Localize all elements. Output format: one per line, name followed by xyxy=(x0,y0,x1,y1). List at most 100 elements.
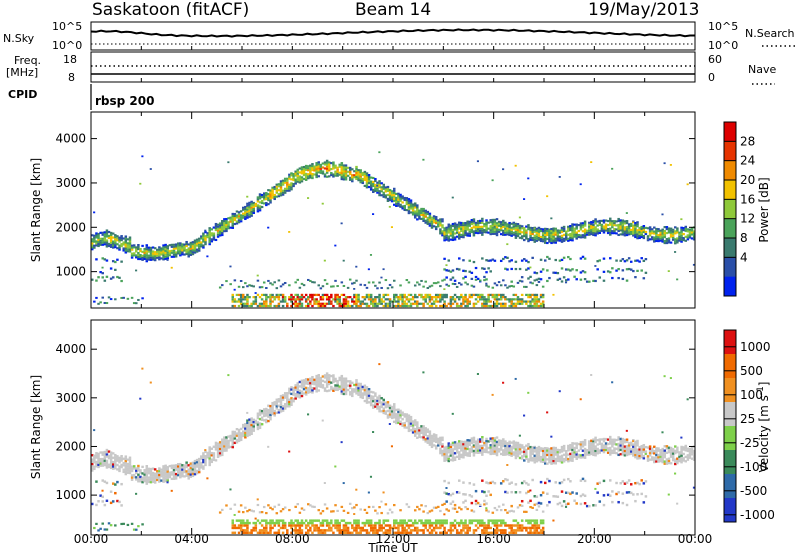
power-cell xyxy=(362,300,364,302)
velocity-cell xyxy=(357,522,359,524)
velocity-cell xyxy=(359,508,361,510)
power-cell xyxy=(676,279,678,281)
velocity-cell xyxy=(387,401,389,403)
velocity-cell xyxy=(448,510,450,512)
velocity-cell xyxy=(322,384,324,386)
power-cell xyxy=(416,300,418,302)
velocity-cell xyxy=(135,529,137,531)
velocity-cell xyxy=(311,376,313,378)
power-cell xyxy=(420,280,422,282)
velocity-cell xyxy=(261,524,263,526)
power-cell xyxy=(538,281,540,283)
velocity-cell xyxy=(378,395,380,397)
velocity-cell xyxy=(357,524,359,526)
power-cell xyxy=(521,298,523,300)
y-tick-label: 2000 xyxy=(55,220,86,234)
velocity-cell xyxy=(380,501,382,503)
velocity-cell xyxy=(267,504,269,506)
noise-left-bottom: 10^0 xyxy=(52,39,82,52)
power-cell xyxy=(328,298,330,300)
velocity-cell xyxy=(471,495,473,497)
power-cell xyxy=(403,294,405,296)
velocity-cell xyxy=(324,503,326,505)
power-cell xyxy=(515,268,517,270)
velocity-cell xyxy=(303,522,305,524)
velocity-cell xyxy=(129,472,131,474)
velocity-cell xyxy=(387,519,389,521)
velocity-cell xyxy=(278,504,280,506)
power-cell xyxy=(385,279,387,281)
power-cell xyxy=(204,241,206,243)
velocity-cell xyxy=(95,523,97,525)
power-cell xyxy=(252,208,254,210)
power-cell xyxy=(510,259,512,261)
power-cell xyxy=(267,280,269,282)
power-cell xyxy=(481,234,483,236)
power-cell xyxy=(282,305,284,307)
velocity-scatter-layer xyxy=(91,363,697,534)
power-cell xyxy=(452,197,454,199)
velocity-cell xyxy=(278,524,280,526)
power-cell xyxy=(343,294,345,296)
power-cell xyxy=(106,302,108,304)
power-cell xyxy=(225,280,227,282)
velocity-cell xyxy=(118,470,120,472)
power-cell xyxy=(594,226,596,228)
velocity-cell xyxy=(93,468,95,470)
power-cell xyxy=(422,286,424,288)
power-cell xyxy=(120,235,122,237)
power-cell xyxy=(332,305,334,307)
power-cell xyxy=(592,222,594,224)
velocity-cell xyxy=(146,465,148,467)
velocity-cell xyxy=(227,442,229,444)
power-cell xyxy=(609,257,611,259)
velocity-cell xyxy=(456,511,458,513)
power-cell xyxy=(378,180,380,182)
power-cell xyxy=(330,296,332,298)
velocity-cell xyxy=(515,378,517,380)
power-cell xyxy=(473,218,475,220)
power-cell xyxy=(567,256,569,258)
velocity-cell xyxy=(250,433,252,435)
velocity-cell xyxy=(108,522,110,524)
velocity-cell xyxy=(410,416,412,418)
power-cell xyxy=(313,281,315,283)
velocity-cell xyxy=(487,510,489,512)
velocity-cell xyxy=(410,519,412,521)
power-cell xyxy=(527,261,529,263)
power-cell xyxy=(441,298,443,300)
power-cell xyxy=(529,296,531,298)
power-cell xyxy=(137,252,139,254)
velocity-cell xyxy=(500,509,502,511)
power-cell xyxy=(232,296,234,298)
velocity-cell xyxy=(515,532,517,534)
power-cell xyxy=(97,276,99,278)
power-cell xyxy=(410,305,412,307)
velocity-cell xyxy=(391,511,393,513)
power-cell xyxy=(494,226,496,228)
velocity-cell xyxy=(330,529,332,531)
velocity-cell xyxy=(125,455,127,457)
velocity-cell xyxy=(330,522,332,524)
power-cell xyxy=(450,279,452,281)
power-cell xyxy=(265,294,267,296)
power-cell xyxy=(452,277,454,279)
velocity-cell xyxy=(133,474,135,476)
power-cell xyxy=(97,235,99,237)
velocity-cell xyxy=(141,466,143,468)
power-cell xyxy=(345,164,347,166)
velocity-cell xyxy=(104,457,106,459)
velocity-cell xyxy=(252,430,254,432)
velocity-cell xyxy=(355,379,357,381)
velocity-cell xyxy=(374,524,376,526)
power-cell xyxy=(131,249,133,251)
power-cell xyxy=(303,284,305,286)
colorbar-tick-label: 12 xyxy=(740,212,755,226)
velocity-cell xyxy=(215,459,217,461)
power-cell xyxy=(389,298,391,300)
velocity-cell xyxy=(473,444,475,446)
power-cell xyxy=(464,270,466,272)
velocity-cell xyxy=(521,500,523,502)
velocity-cell xyxy=(93,429,95,431)
velocity-cell xyxy=(378,363,380,365)
